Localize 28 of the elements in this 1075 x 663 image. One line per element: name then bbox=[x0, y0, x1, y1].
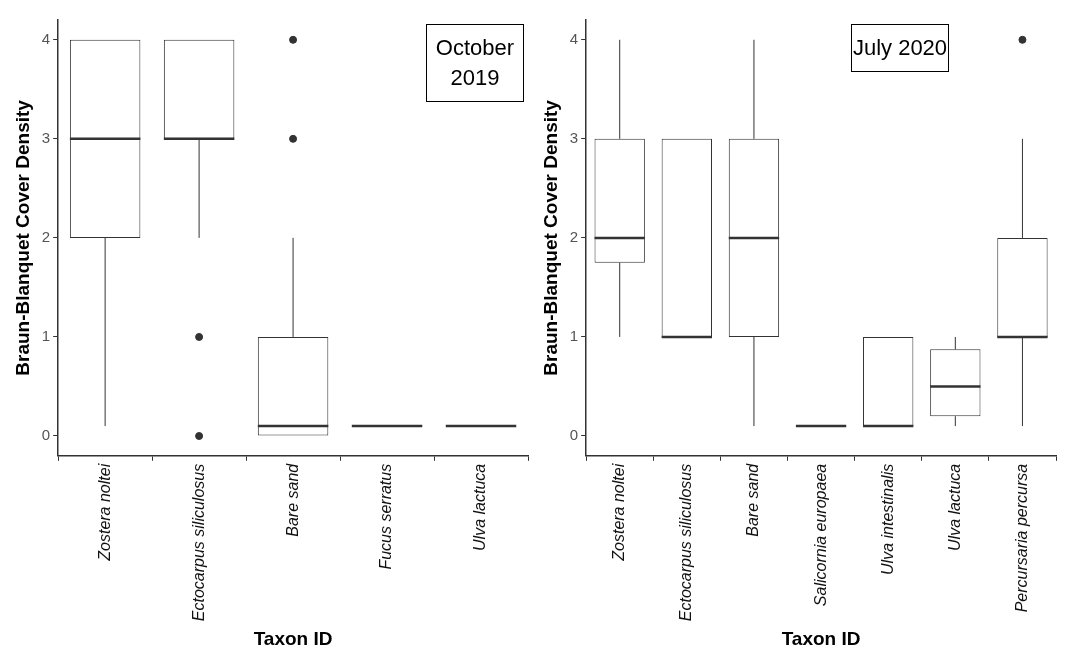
y-tick-label: 3 bbox=[41, 129, 51, 146]
x-tick-label: Fucus serratus bbox=[377, 463, 395, 570]
annotation: October 2019 bbox=[426, 24, 524, 102]
x-axis-title: Taxon ID bbox=[253, 627, 333, 649]
y-tick-label: 1 bbox=[569, 327, 579, 345]
x-tick-label: Bare sand bbox=[283, 462, 301, 537]
x-axis-title: Taxon ID bbox=[781, 627, 861, 649]
y-tick-label: 0 bbox=[569, 426, 579, 444]
x-tick-label: Zostera noltei bbox=[610, 463, 628, 562]
y-tick-label: 0 bbox=[41, 426, 51, 444]
x-tick-label: Ulva intestinalis bbox=[878, 463, 896, 575]
x-tick-label: Percursaria percursa bbox=[1012, 463, 1030, 613]
x-tick-label: Bare sand bbox=[744, 462, 762, 537]
x-tick-label: Ectocarpus siliculosus bbox=[189, 463, 207, 622]
y-tick-label: 1 bbox=[41, 327, 51, 345]
x-tick-label: Ulva lactuca bbox=[945, 463, 963, 551]
y-axis-title: Braun-Blanquet Cover Density bbox=[11, 99, 33, 376]
annotation: July 2020 bbox=[851, 24, 949, 72]
y-tick-label: 2 bbox=[569, 228, 579, 246]
y-tick-label: 4 bbox=[41, 29, 51, 47]
x-tick-label: Ectocarpus siliculosus bbox=[677, 463, 695, 622]
y-axis-title: Braun-Blanquet Cover Density bbox=[539, 99, 561, 376]
y-tick-label: 2 bbox=[41, 228, 51, 246]
y-tick-label: 3 bbox=[569, 129, 579, 146]
x-tick-label: Ulva lactuca bbox=[471, 463, 489, 551]
y-tick-label: 4 bbox=[569, 29, 579, 47]
x-tick-label: Zostera noltei bbox=[95, 463, 113, 562]
x-tick-label: Salicornia europaea bbox=[811, 463, 829, 607]
